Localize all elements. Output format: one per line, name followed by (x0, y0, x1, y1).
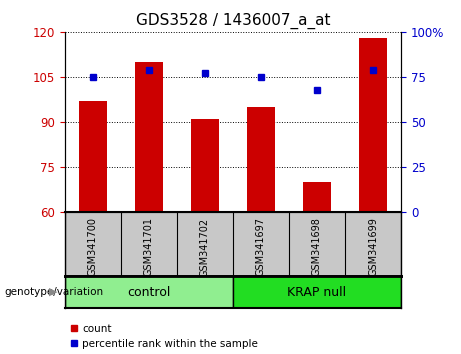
Text: GSM341697: GSM341697 (256, 217, 266, 276)
Text: GSM341700: GSM341700 (88, 217, 98, 276)
Text: ▶: ▶ (49, 287, 58, 297)
Text: control: control (127, 286, 171, 298)
Legend: count, percentile rank within the sample: count, percentile rank within the sample (70, 324, 258, 349)
Bar (359, 38, 387, 212)
Bar (78, 101, 106, 212)
Bar (303, 182, 331, 212)
Bar (233, 276, 401, 308)
Text: KRAP null: KRAP null (287, 286, 347, 298)
Text: GSM341698: GSM341698 (312, 217, 322, 276)
Bar (135, 62, 163, 212)
Text: GSM341702: GSM341702 (200, 217, 210, 276)
Title: GDS3528 / 1436007_a_at: GDS3528 / 1436007_a_at (136, 13, 330, 29)
Bar (65, 276, 233, 308)
Bar (247, 107, 275, 212)
Text: genotype/variation: genotype/variation (5, 287, 104, 297)
Text: GSM341699: GSM341699 (368, 217, 378, 276)
Bar (191, 119, 219, 212)
Text: GSM341701: GSM341701 (144, 217, 154, 276)
